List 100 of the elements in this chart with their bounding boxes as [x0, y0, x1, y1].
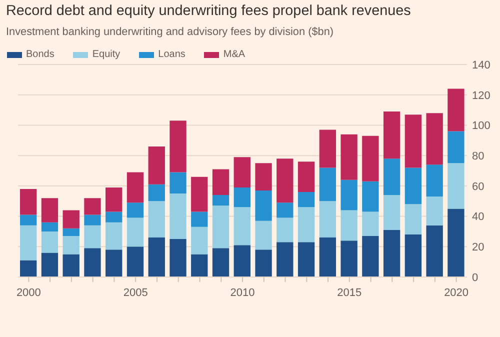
bar	[148, 238, 165, 277]
bar	[191, 254, 208, 277]
chart-subtitle: Investment banking underwriting and advisory fees by division ($bn)	[6, 26, 334, 38]
bar	[106, 212, 122, 222]
bar	[126, 172, 144, 203]
bar	[62, 236, 80, 254]
bar	[106, 250, 122, 277]
bar	[170, 194, 186, 240]
bar	[20, 188, 37, 215]
bar	[234, 207, 250, 246]
bar	[404, 114, 422, 168]
legend-label: Loans	[158, 48, 186, 61]
bar	[170, 120, 186, 172]
bar	[234, 157, 250, 188]
legend-label: Equity	[92, 48, 120, 61]
bar	[41, 252, 58, 277]
bar	[126, 246, 144, 277]
bar	[212, 206, 230, 248]
bar	[84, 248, 101, 277]
bar	[255, 250, 272, 277]
x-tick-label: 2015	[337, 286, 362, 299]
bar	[148, 201, 165, 238]
bar	[404, 204, 422, 234]
bar	[191, 212, 208, 227]
bar	[126, 202, 144, 218]
bar	[170, 239, 186, 277]
bar	[191, 226, 208, 254]
bar	[106, 222, 122, 250]
bar	[170, 172, 186, 194]
bar	[362, 212, 379, 236]
bar	[383, 158, 400, 196]
legend-label: Bonds	[26, 48, 54, 61]
bar	[319, 168, 336, 202]
bar	[212, 195, 230, 206]
bar	[84, 225, 101, 248]
bar	[319, 238, 336, 277]
bar	[448, 163, 464, 209]
bar	[298, 192, 315, 208]
bar	[126, 218, 144, 247]
bar	[426, 225, 443, 277]
bar	[426, 164, 443, 197]
bar	[255, 190, 272, 221]
bar	[340, 134, 358, 180]
x-tick-label: 2010	[230, 286, 255, 299]
bar	[62, 210, 80, 228]
y-tick-label: 0	[472, 272, 478, 284]
bar	[340, 240, 358, 277]
bar	[383, 195, 400, 230]
bar	[298, 207, 315, 242]
x-tick-label: 2000	[16, 286, 41, 299]
bar	[298, 162, 315, 192]
x-tick-label: 2020	[444, 286, 469, 299]
bar	[212, 248, 230, 277]
x-tick-label: 2005	[123, 286, 148, 299]
bar	[362, 136, 379, 182]
bar	[276, 158, 294, 203]
bar	[106, 187, 122, 212]
bar	[383, 230, 400, 277]
bar	[234, 245, 250, 277]
bar	[84, 214, 101, 226]
bar	[62, 228, 80, 236]
bar	[319, 130, 336, 168]
bar	[404, 168, 422, 204]
y-tick-label: 20	[472, 242, 484, 254]
chart-title: Record debt and equity underwriting fees propel bank revenues	[6, 3, 411, 19]
bar	[426, 113, 443, 165]
y-tick-label: 80	[472, 150, 484, 162]
bar	[276, 242, 294, 277]
y-tick-label: 40	[472, 211, 484, 224]
bar	[148, 146, 165, 184]
bar	[362, 236, 379, 277]
bar	[298, 242, 315, 277]
bar	[20, 214, 37, 226]
bar	[148, 184, 165, 202]
legend-label: M&A	[223, 48, 246, 61]
bar	[404, 234, 422, 277]
y-tick-label: 100	[472, 120, 490, 132]
bar	[362, 181, 379, 212]
bar	[212, 169, 230, 196]
bar	[20, 260, 37, 277]
bar	[41, 231, 58, 253]
bar	[41, 198, 58, 222]
bar	[340, 180, 358, 210]
bar	[255, 163, 272, 190]
bar	[62, 254, 80, 277]
y-tick-label: 120	[472, 90, 490, 102]
bar	[84, 198, 101, 215]
bar	[448, 131, 464, 164]
bar	[448, 88, 464, 132]
bar	[41, 222, 58, 232]
bar	[234, 187, 250, 208]
bar	[448, 208, 464, 277]
y-tick-label: 60	[472, 180, 484, 193]
bar	[276, 202, 294, 218]
bar	[191, 176, 208, 212]
bar	[340, 210, 358, 241]
bar	[426, 196, 443, 226]
bar	[319, 201, 336, 238]
bar	[276, 218, 294, 242]
bar	[383, 112, 400, 159]
